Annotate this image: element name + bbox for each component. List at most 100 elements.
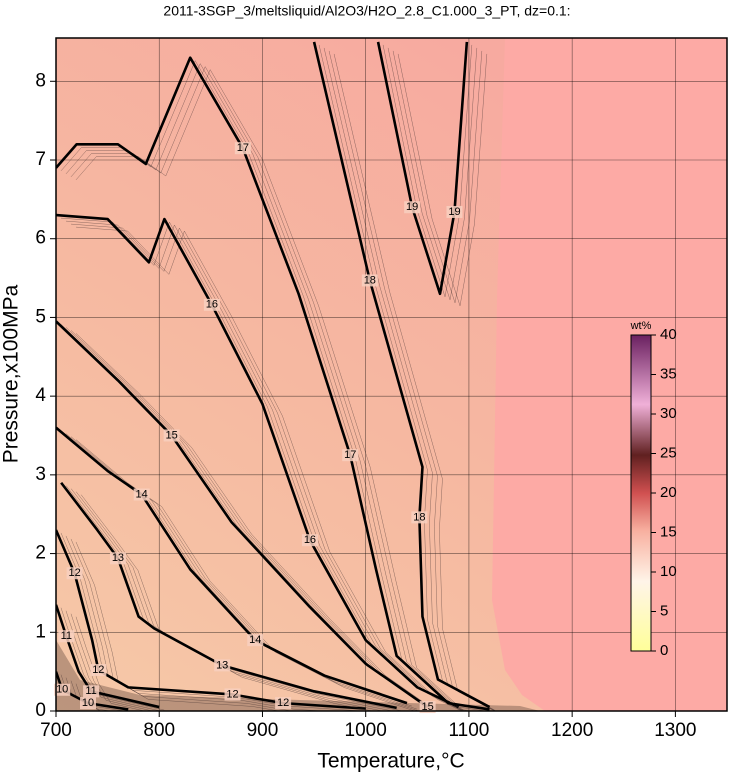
contour-line xyxy=(56,426,408,705)
contour-line xyxy=(56,604,160,709)
minor-contour xyxy=(70,613,154,711)
contour-label-bg xyxy=(58,630,75,643)
x-tick-label: 700 xyxy=(40,720,72,741)
contour-label: 13 xyxy=(216,659,228,671)
contour-labels: 1010111112121212131314141515161617171818… xyxy=(54,142,463,714)
contour-label: 13 xyxy=(112,552,124,564)
y-tick-label: 4 xyxy=(35,385,46,406)
contour-label: 12 xyxy=(68,567,80,579)
minor-contour xyxy=(397,53,488,306)
contour-label: 12 xyxy=(92,664,104,676)
contour-label: 12 xyxy=(226,688,238,700)
contour-label: 16 xyxy=(304,534,316,546)
contour-line xyxy=(56,56,490,711)
x-tick-label: 1000 xyxy=(345,720,387,741)
x-tick-label: 800 xyxy=(143,720,175,741)
contour-label: 15 xyxy=(422,701,434,713)
minor-contour xyxy=(75,69,465,711)
contour-label-bg xyxy=(224,688,241,701)
contour-line xyxy=(56,320,429,709)
x-tick-label: 1200 xyxy=(551,720,593,741)
contour-label-bg xyxy=(419,701,436,714)
chart-title: 2011-3SGP_3/meltsliquid/Al2O3/H2O_2.8_C1… xyxy=(163,3,570,19)
minor-contour xyxy=(75,333,437,711)
contour-label: 10 xyxy=(56,684,68,696)
contour-line xyxy=(376,41,469,296)
contour-label-bg xyxy=(214,659,231,672)
contour-label: 18 xyxy=(364,274,376,286)
contour-label: 18 xyxy=(413,511,425,523)
contour-label: 10 xyxy=(82,697,94,709)
minor-contour xyxy=(75,541,281,711)
contour-label-bg xyxy=(404,201,421,214)
x-tick-label: 900 xyxy=(247,720,279,741)
colorbar-tick-label: 25 xyxy=(660,444,677,461)
contour-line xyxy=(56,213,460,709)
minor-contour xyxy=(75,616,146,711)
minor-contour xyxy=(70,66,463,711)
y-tick-label: 6 xyxy=(35,228,46,249)
colorbar xyxy=(630,334,652,652)
contour-label-bg xyxy=(54,683,71,696)
contour-label-bg xyxy=(90,664,107,677)
colorbar-ticks: 0 5 10 15 20 25 30 35 40 xyxy=(651,326,677,659)
contour-label-bg xyxy=(361,274,378,287)
contour-label-bg xyxy=(83,685,100,698)
contour-line xyxy=(56,529,366,710)
contour-label: 14 xyxy=(136,488,148,500)
contour-label: 11 xyxy=(61,630,72,642)
y-tick-label: 2 xyxy=(35,543,46,564)
y-axis-label: Pressure,x100MPa xyxy=(0,284,23,463)
colorbar-label: wt% xyxy=(630,320,652,332)
x-tick-label: 1300 xyxy=(654,720,696,741)
minor-contour xyxy=(60,607,165,711)
colorbar-tick-label: 40 xyxy=(660,326,677,343)
contour-line xyxy=(60,481,397,710)
y-tick-label: 8 xyxy=(35,70,46,91)
contour-label-bg xyxy=(203,298,220,311)
colorbar-tick-label: 30 xyxy=(660,405,677,422)
contour-label: 19 xyxy=(448,206,460,218)
x-tick-label: 1100 xyxy=(448,720,489,741)
contour-label-bg xyxy=(80,697,97,710)
contour-label: 16 xyxy=(206,299,218,311)
contour-label-bg xyxy=(275,697,292,710)
contour-label-bg xyxy=(133,488,150,501)
contour-label-bg xyxy=(234,142,251,155)
colorbar-tick-label: 5 xyxy=(660,602,668,619)
contour-label: 19 xyxy=(406,201,418,213)
contour-label: 17 xyxy=(344,449,356,461)
y-tick-label: 5 xyxy=(35,306,46,327)
contour-label-bg xyxy=(446,205,463,218)
minor-contour xyxy=(392,50,483,303)
contour-label-bg xyxy=(247,634,264,647)
colorbar-tick-label: 35 xyxy=(660,365,677,382)
contour-label: 17 xyxy=(237,142,249,154)
contour-label: 11 xyxy=(85,685,96,697)
colorbar-tick-label: 20 xyxy=(660,484,677,501)
y-tick-label: 1 xyxy=(35,621,46,642)
contour-line xyxy=(56,671,129,711)
plot-frame xyxy=(55,37,728,712)
contour-label-bg xyxy=(301,534,318,547)
minor-contour xyxy=(70,223,464,711)
y-tick-label: 7 xyxy=(35,149,46,170)
contour-label: 12 xyxy=(277,697,289,709)
contour-label: 15 xyxy=(165,429,177,441)
minor-contour xyxy=(382,44,473,297)
minor-contour xyxy=(75,439,416,711)
contour-label-bg xyxy=(342,449,359,462)
contour-label-bg xyxy=(163,429,180,442)
colorbar-tick-label: 0 xyxy=(660,642,668,659)
contour-label-bg xyxy=(411,511,428,524)
minor-contour xyxy=(65,220,465,711)
contour-label-bg xyxy=(109,552,126,565)
contour-label: 14 xyxy=(249,634,261,646)
y-tick-label: 3 xyxy=(35,464,46,485)
minor-contour xyxy=(65,63,473,711)
minor-contour xyxy=(75,226,463,711)
x-axis-label: Temperature,°C xyxy=(317,750,464,773)
minor-contour xyxy=(387,47,478,300)
